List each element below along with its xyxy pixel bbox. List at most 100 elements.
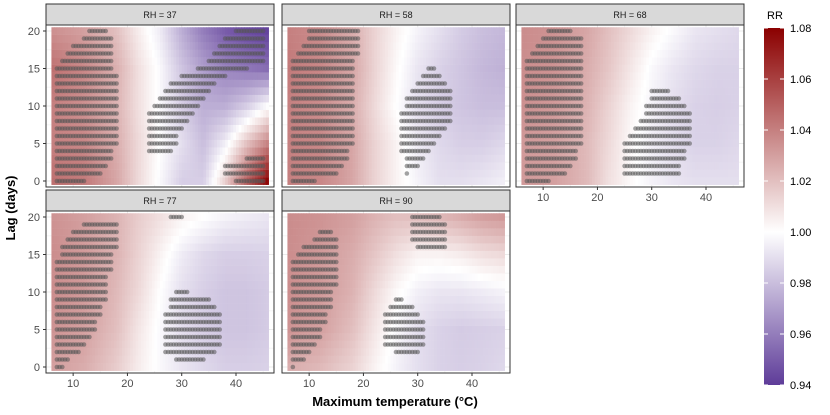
rr-tile (385, 177, 389, 185)
rr-tile (450, 124, 454, 133)
rr-tile (241, 109, 245, 118)
rr-tile (627, 177, 631, 185)
rr-tile (390, 154, 394, 163)
rr-tile (227, 139, 231, 148)
rr-tile (81, 27, 85, 35)
rr-tile (51, 42, 55, 50)
rr-tile (138, 169, 142, 178)
rr-tile (382, 154, 386, 163)
rr-tile (244, 72, 248, 80)
rr-tile (322, 177, 326, 185)
rr-tile (423, 162, 427, 170)
rr-tile (567, 169, 571, 178)
rr-tile (179, 154, 183, 163)
rr-tile (146, 162, 150, 170)
rr-tile (434, 49, 438, 58)
y-tick-label: 5 (34, 139, 40, 151)
rr-tile (417, 57, 421, 65)
rr-tile (127, 34, 131, 43)
rr-tile (501, 102, 505, 110)
rr-tile (415, 34, 419, 43)
rr-tile (453, 79, 457, 88)
rr-tile (203, 34, 207, 43)
rr-tile (355, 72, 359, 80)
significant-point (168, 148, 174, 154)
rr-tile (404, 49, 408, 58)
rr-tile (113, 162, 117, 170)
rr-tile (491, 109, 495, 118)
significant-point (184, 118, 190, 124)
rr-tile (466, 64, 470, 73)
rr-tile (143, 27, 147, 35)
rr-tile (482, 79, 486, 88)
rr-tile (461, 64, 465, 73)
rr-tile (453, 72, 457, 80)
rr-tile (143, 94, 147, 103)
rr-tile (143, 109, 147, 118)
rr-tile (450, 139, 454, 148)
rr-tile (287, 42, 291, 50)
rr-tile (360, 27, 364, 35)
rr-tile (491, 94, 495, 103)
rr-tile (491, 147, 495, 155)
rr-tile (287, 64, 291, 73)
significant-point (447, 111, 453, 116)
rr-tile (151, 162, 155, 170)
rr-tile (206, 139, 210, 148)
rr-tile (385, 139, 389, 148)
rr-tile (463, 169, 467, 178)
significant-point (339, 163, 345, 169)
rr-tile (143, 102, 147, 110)
rr-tile (455, 79, 459, 88)
rr-tile (260, 87, 264, 95)
rr-tile (616, 162, 620, 170)
rr-tile (116, 154, 120, 163)
rr-tile (613, 169, 617, 178)
rr-tile (472, 87, 476, 95)
rr-tile (390, 79, 394, 88)
rr-tile (138, 94, 142, 103)
rr-tile (398, 102, 402, 110)
rr-tile (181, 49, 185, 58)
rr-tile (358, 132, 362, 140)
rr-tile (434, 34, 438, 43)
rr-tile (105, 177, 109, 185)
rr-tile (559, 177, 563, 185)
rr-tile (444, 132, 448, 140)
rr-tile (425, 162, 429, 170)
rr-tile (377, 49, 381, 58)
rr-tile (260, 72, 264, 80)
rr-tile (681, 177, 685, 185)
rr-tile (143, 87, 147, 95)
rr-tile (678, 177, 682, 185)
rr-tile (170, 177, 174, 185)
rr-tile (377, 109, 381, 118)
rr-tile (257, 87, 261, 95)
rr-tile (461, 177, 465, 185)
rr-tile (132, 57, 136, 65)
rr-tile (116, 27, 120, 35)
rr-tile (181, 147, 185, 155)
rr-tile (184, 177, 188, 185)
rr-tile (592, 177, 596, 185)
rr-tile (385, 132, 389, 140)
rr-tile (236, 139, 240, 148)
rr-tile (439, 139, 443, 148)
rr-tile (382, 57, 386, 65)
rr-tile (398, 162, 402, 170)
rr-tile (138, 124, 142, 133)
rr-tile (192, 154, 196, 163)
rr-tile (396, 49, 400, 58)
rr-tile (371, 27, 375, 35)
rr-tile (135, 102, 139, 110)
rr-tile (496, 154, 500, 163)
rr-tile (444, 147, 448, 155)
rr-tile (122, 147, 126, 155)
rr-tile (455, 124, 459, 133)
rr-tile (491, 139, 495, 148)
rr-tile (377, 154, 381, 163)
rr-tile (450, 132, 454, 140)
rr-tile (154, 42, 158, 50)
rr-tile (135, 147, 139, 155)
rr-tile (233, 72, 237, 80)
